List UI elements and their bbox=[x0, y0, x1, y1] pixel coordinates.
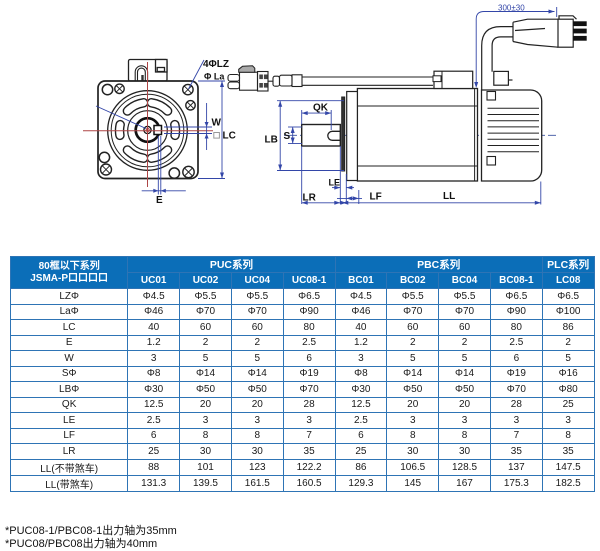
svg-text:QK: QK bbox=[313, 103, 329, 114]
svg-text:Φ La: Φ La bbox=[204, 72, 225, 82]
svg-text:E: E bbox=[156, 195, 163, 206]
svg-text:LF: LF bbox=[370, 192, 382, 203]
svg-text:LL: LL bbox=[443, 191, 455, 202]
svg-text:LC: LC bbox=[223, 131, 236, 142]
svg-text:4ΦLZ: 4ΦLZ bbox=[203, 59, 229, 70]
svg-text:LB: LB bbox=[265, 135, 278, 146]
svg-text:LR: LR bbox=[303, 193, 317, 204]
svg-text:S: S bbox=[284, 131, 291, 142]
svg-text:300±30: 300±30 bbox=[498, 4, 525, 13]
svg-text:LE: LE bbox=[329, 178, 341, 188]
svg-text:W: W bbox=[212, 118, 222, 129]
